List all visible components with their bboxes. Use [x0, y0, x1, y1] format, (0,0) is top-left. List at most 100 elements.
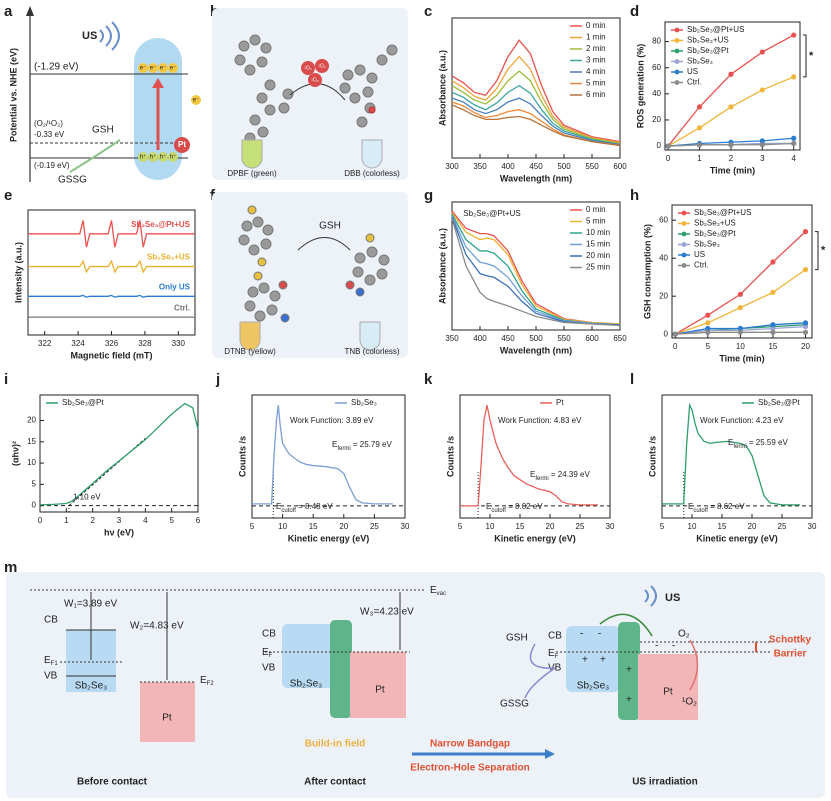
legend-marker [674, 27, 680, 33]
y-axis-label: ROS generation (%) [635, 44, 645, 129]
x-tick-label: 0 [666, 154, 671, 163]
x-tick-label: 3 [760, 154, 765, 163]
singlet-label: ¹O₂ [682, 697, 697, 708]
data-point [759, 87, 765, 93]
data-point [759, 138, 765, 144]
x-axis-label: Kinetic energy (eV) [288, 533, 370, 543]
panel-label: i [4, 371, 8, 388]
x-tick-label: 322 [38, 339, 52, 348]
data-point [665, 143, 671, 149]
data-point [705, 325, 711, 332]
charge: - [580, 629, 583, 640]
us-label: US [82, 30, 97, 42]
electron: e⁻ [140, 66, 147, 72]
electrons: e⁻ e⁻ e⁻ e⁻ e⁻ [138, 63, 201, 105]
x-tick-label: 350 [445, 334, 459, 343]
molecule [339, 44, 398, 128]
x-tick-label: 20 [339, 522, 348, 531]
data-point [759, 142, 765, 148]
y-tick-label: 40 [659, 253, 668, 262]
panel-label: j [215, 371, 220, 388]
data-point [737, 329, 743, 335]
x-tick-label: 450 [529, 162, 543, 171]
legend-label: 15 min [586, 240, 610, 249]
panel-label: m [4, 559, 17, 576]
y-tick-label: 5 [32, 479, 37, 488]
y-axis-label: Counts /s [647, 436, 657, 477]
charge: + [626, 695, 632, 706]
x-tick-label: 15 [309, 522, 318, 531]
barrier-label: Barrier [774, 649, 807, 660]
cb-label: CB [262, 629, 276, 640]
singlet-oxygen-label: ¹O₂ [304, 65, 312, 71]
significance-label: * [809, 50, 814, 62]
arrow [689, 639, 699, 691]
panel-label: a [4, 3, 13, 20]
series-line [451, 70, 621, 145]
series-line [451, 212, 621, 325]
hole: h⁺ [170, 154, 177, 161]
x-tick-label: 3 [117, 516, 122, 525]
text-part: = 8.62 eV [708, 502, 745, 511]
x-tick-label: 25 [778, 522, 787, 531]
pt-label: Pt [375, 685, 385, 696]
ef-label: EF2 [200, 675, 214, 687]
y-axis-label: Intensity (a.u.) [13, 242, 23, 303]
data-point [770, 259, 776, 265]
panel-label: g [424, 187, 433, 204]
axis-label: Potential vs. NHE (eV) [8, 48, 18, 142]
x-axis-label: hν (eV) [104, 527, 134, 537]
arrow-head [26, 6, 34, 16]
text-part: E [332, 440, 337, 449]
product-label: DBB (colorless) [344, 169, 400, 178]
series-line [451, 101, 621, 147]
plot-frame [661, 394, 813, 519]
y-tick-label: 0 [657, 141, 662, 150]
data-point [802, 324, 809, 330]
charge: - [672, 641, 675, 652]
legend-label: Only US [159, 282, 191, 291]
data-point [802, 320, 809, 326]
panel-label: d [630, 3, 639, 20]
field-label: Build-in field [305, 739, 366, 750]
legend-label: Ctrl. [687, 78, 702, 87]
significance-bracket [803, 34, 807, 78]
us-label: US [665, 592, 680, 604]
y-axis-label: Counts /s [237, 436, 247, 477]
text-part: E [530, 470, 535, 479]
level-label: -0.33 eV [34, 130, 65, 139]
ef-label: EF1 [44, 655, 58, 667]
sb2se3-band [282, 624, 334, 688]
panel-m: m Evac CB VB EF1 Sb₂Se₃ W₁=3.89 eV Pt EF… [4, 559, 825, 798]
hole: h⁺ [140, 154, 147, 161]
gsh-label: GSH [92, 125, 114, 136]
x-tick-label: 500 [529, 334, 543, 343]
barrier-label: Schottky [769, 635, 812, 646]
series-line [252, 405, 393, 505]
x-tick-label: 20 [748, 522, 757, 531]
series-line [451, 97, 621, 146]
y-axis-label: Counts /s [445, 436, 455, 477]
product-label: TNB (colorless) [344, 347, 399, 356]
series-line [451, 104, 621, 147]
legend-label: 0 min [586, 21, 606, 30]
data-point [802, 267, 809, 273]
text-sub: fermi [733, 444, 746, 450]
y-tick-label: 80 [652, 37, 661, 46]
legend-marker [681, 221, 687, 226]
text-part: E [728, 438, 733, 447]
tube [241, 139, 263, 169]
text-part: E [276, 502, 281, 511]
level-label: (-1.29 eV) [34, 62, 78, 73]
x-tick-label: 4 [143, 516, 148, 525]
series-line [451, 84, 621, 146]
pt-particle [174, 137, 190, 153]
x-tick-label: 30 [808, 522, 817, 531]
x-axis-label: Kinetic energy (eV) [494, 533, 576, 543]
legend-label: Ctrl. [694, 261, 709, 270]
singlet-oxygen [301, 61, 315, 75]
annotation: Work Function: 4.23 eV [700, 416, 784, 425]
legend-label: 1 min [586, 33, 606, 42]
x-tick-label: 0 [38, 516, 43, 525]
depletion-region [330, 620, 352, 718]
